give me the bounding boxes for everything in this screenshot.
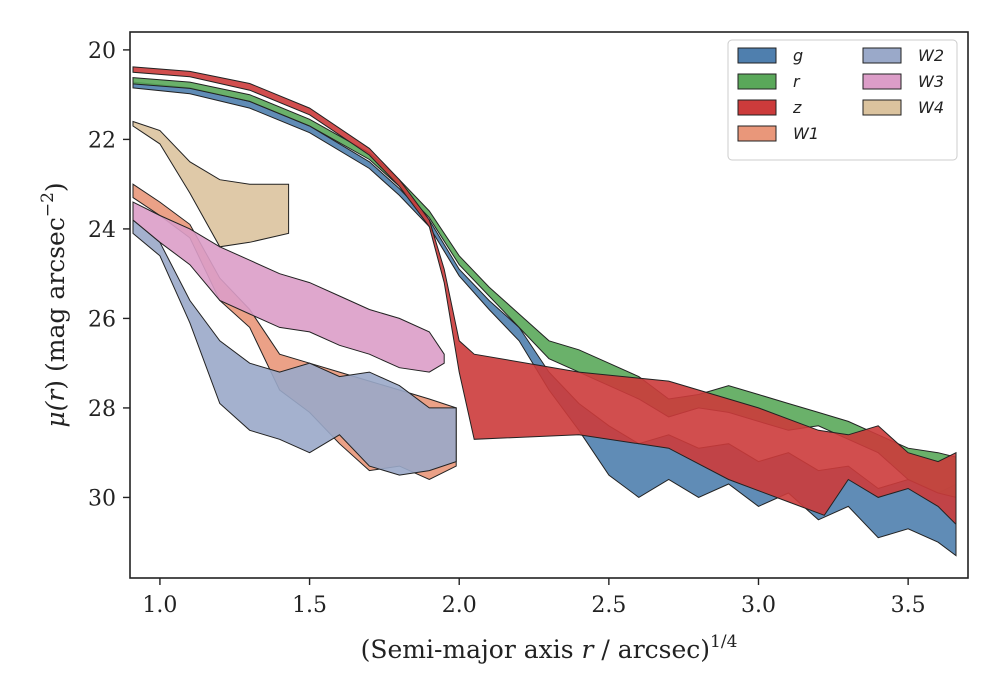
legend-label-w3: W3 xyxy=(918,72,944,91)
legend: grz W1 W2 W3 W4 xyxy=(727,39,958,161)
y-tick-label: 30 xyxy=(88,486,116,511)
plot-frame xyxy=(129,31,969,579)
legend-label-w1: W1 xyxy=(793,124,819,143)
legend-swatch-w3 xyxy=(862,73,902,90)
legend-box xyxy=(727,39,958,161)
y-axis-label: μ(r) (mag arcsec−2) xyxy=(38,182,70,427)
x-tick-label: 1.5 xyxy=(292,593,327,618)
legend-swatch-w1 xyxy=(737,125,777,142)
x-tick-label: 2.5 xyxy=(591,593,626,618)
legend-label-z: z xyxy=(792,98,802,117)
legend-swatch-g xyxy=(737,47,777,64)
legend-label-w2: W2 xyxy=(918,46,944,65)
x-tick-label: 3.0 xyxy=(741,593,776,618)
y-tick-label: 20 xyxy=(88,39,116,64)
y-tick-label: 22 xyxy=(88,128,116,153)
series-band-g xyxy=(132,81,957,557)
series-band-w4 xyxy=(132,120,290,248)
y-tick-label: 26 xyxy=(88,307,116,332)
x-tick-label: 1.0 xyxy=(142,593,177,618)
series-band-w3 xyxy=(132,201,445,373)
axis-ticks: 1.0 1.5 2.0 2.5 3.0 3.5 20 22 24 26 28 30 xyxy=(88,39,926,618)
y-tick-label: 24 xyxy=(88,218,116,243)
series-band-z xyxy=(132,66,957,526)
x-tick-label: 2.0 xyxy=(442,593,477,618)
legend-label-w4: W4 xyxy=(918,98,944,117)
y-tick-label: 28 xyxy=(88,397,116,422)
legend-label-g: g xyxy=(793,46,803,65)
legend-label-r: r xyxy=(793,72,801,91)
series-band-w2 xyxy=(132,218,457,476)
legend-swatch-w2 xyxy=(862,47,902,64)
x-axis-label: (Semi-major axis r / arcsec)1/4 xyxy=(361,632,738,664)
plot-area xyxy=(132,66,957,557)
x-tick-label: 3.5 xyxy=(891,593,926,618)
legend-swatch-r xyxy=(737,73,777,90)
legend-swatch-z xyxy=(737,99,777,116)
legend-swatch-w4 xyxy=(862,99,902,116)
